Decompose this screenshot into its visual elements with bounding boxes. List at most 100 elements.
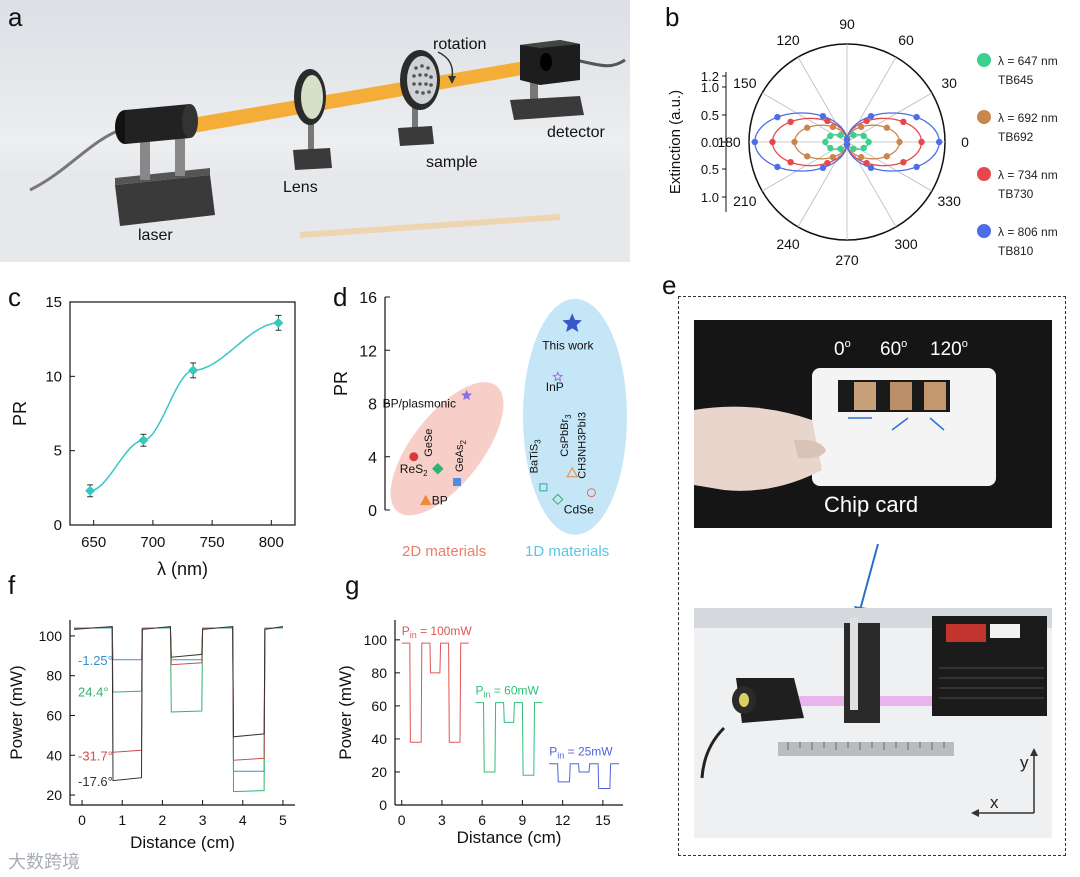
y-tick-label-f: 80: [46, 668, 62, 684]
laser-body: [125, 104, 190, 144]
legend-lambda-TB645: λ = 647 nm: [998, 54, 1058, 68]
group-label-1d: 1D materials: [525, 543, 609, 560]
legend-marker-TB692: [977, 110, 991, 124]
polar-point-TB645: [865, 139, 871, 145]
y-tick-label-g: 80: [371, 665, 387, 681]
trace-g-100mW: [402, 643, 469, 742]
laser-spec-label: [990, 624, 1020, 638]
panel-label-a: a: [8, 2, 22, 33]
polar-point-TB692: [804, 125, 810, 131]
y-axis-label-d: PR: [331, 371, 351, 396]
legend-marker-TB810: [977, 224, 991, 238]
polar-point-TB810: [868, 113, 874, 119]
lens-base: [293, 148, 332, 170]
y-axis-label-f: Power (mW): [7, 665, 26, 759]
polar-point-TB645: [827, 145, 833, 151]
legend-name-TB730: TB730: [998, 187, 1034, 201]
chip-card-photo: 0o 60o 120o Chip card: [694, 320, 1052, 528]
y-tick-label-g: 60: [371, 698, 387, 714]
y-tick-label-c: 15: [45, 294, 62, 311]
polar-angle-label: 330: [938, 193, 962, 209]
y-axis-label-g: Power (mW): [336, 665, 355, 759]
sample-disc: [407, 56, 437, 104]
y-tick-label-d: 8: [368, 397, 377, 414]
x-tick-label-f: 4: [239, 812, 247, 828]
legend-lambda-TB730: λ = 734 nm: [998, 168, 1058, 182]
x-tick-label-c: 700: [140, 534, 165, 551]
laser-post: [140, 140, 150, 180]
polar-point-TB810: [868, 165, 874, 171]
polar-angle-label: 270: [835, 252, 859, 268]
trace-label-g-100mW: Pin = 100mW: [402, 624, 473, 640]
y-tick-label-f: 60: [46, 707, 62, 723]
setup-svg: laser Lens sample rotation detector: [0, 0, 630, 262]
panel-label-f: f: [8, 570, 15, 601]
polar-point-TB810: [820, 113, 826, 119]
sample-base: [398, 126, 434, 146]
x-tick-label-c: 800: [259, 534, 284, 551]
polar-point-TB730: [787, 159, 793, 165]
y-tick-label-f: 20: [46, 787, 62, 803]
trace-label-f--1.25: -1.25°: [78, 653, 113, 668]
label-sample: sample: [426, 154, 478, 171]
polar-point-TB810: [936, 139, 942, 145]
legend-lambda-TB810: λ = 806 nm: [998, 225, 1058, 239]
polar-angle-label: 60: [898, 32, 914, 48]
panel-label-g: g: [345, 570, 359, 601]
x-tick-label-g: 15: [595, 812, 611, 828]
power-distance-chart-f: 0 1 2 3 4 5 20 40 60 80 100 Distance (cm) Power (mW)…: [0, 570, 310, 870]
polar-angle-label: 30: [941, 75, 957, 91]
radial-tick-label: 1.0: [701, 190, 719, 205]
detector-lens: [739, 693, 749, 707]
y-tick-label-g: 40: [371, 731, 387, 747]
sample-window-120: [924, 382, 946, 410]
label-lens: Lens: [283, 179, 318, 196]
ruler: [778, 742, 954, 756]
polar-angle-label: 150: [733, 75, 757, 91]
laser-beam: [180, 55, 562, 135]
polar-point-TB730: [918, 139, 924, 145]
data-point-c: [138, 435, 148, 445]
setup-illustration: laser Lens sample rotation detector a: [0, 0, 630, 262]
pr-vs-wavelength-chart: 650 700 750 800051015λ (nm)PR: [0, 282, 310, 582]
x-tick-label-f: 0: [78, 812, 86, 828]
y-tick-label-c: 10: [45, 368, 62, 385]
polar-chart: 90603003303002702402101801501201.21.00.5…: [640, 0, 1080, 270]
data-point-c: [188, 365, 198, 375]
laser-front: [182, 104, 198, 138]
legend-lambda-TB692: λ = 692 nm: [998, 111, 1058, 125]
label-detector: detector: [547, 124, 605, 141]
point-label-bp: BP: [432, 494, 448, 508]
x-tick-label-g: 12: [555, 812, 571, 828]
y-tick-label-g: 100: [364, 632, 388, 648]
marker-res: [410, 453, 418, 461]
y-axis-label: y: [1020, 753, 1029, 772]
y-tick-label-d: 4: [368, 450, 377, 467]
point-label-bpplasmonic: BP/plasmonic: [383, 397, 456, 411]
trace-label-f--17.6: -17.6°: [78, 774, 113, 789]
polar-point-TB810: [774, 164, 780, 170]
power-distance-chart-g: 0 3 6 9 12 15 0 20 40 60 80 100 Distance (cm) Power (…: [325, 570, 645, 870]
legend-marker-TB645: [977, 53, 991, 67]
panel-label-b: b: [665, 2, 679, 33]
polar-angle-label: 210: [733, 193, 757, 209]
marker-geas: [454, 479, 461, 486]
polar-point-TB730: [900, 159, 906, 165]
x-tick-label-c: 750: [200, 534, 225, 551]
group-ellipse-1d: [523, 299, 627, 535]
point-label-batis: BaTiS3: [528, 439, 542, 474]
legend-name-TB692: TB692: [998, 130, 1034, 144]
laser-warning-label: [946, 624, 986, 642]
data-point-c: [85, 486, 95, 496]
panel-f: f 0 1 2 3 4 5 20 40 60 80 100 Distance (cm) Power (m…: [0, 570, 310, 870]
bench-photo: y x: [694, 608, 1052, 838]
detector-base: [510, 96, 584, 120]
polar-point-TB810: [913, 114, 919, 120]
panel-b: b 90 60 30 0 330 300 270 240 210 180 150 120 1.2 1.0 0…: [640, 0, 1080, 270]
polar-point-TB692: [884, 153, 890, 159]
point-label-cdse: CdSe: [564, 502, 594, 516]
radial-tick-label: 0.0: [701, 135, 719, 150]
point-label-thiswork: This work: [542, 339, 594, 353]
chip-card-edge: [850, 618, 858, 710]
y-tick-label-c: 0: [54, 517, 62, 534]
